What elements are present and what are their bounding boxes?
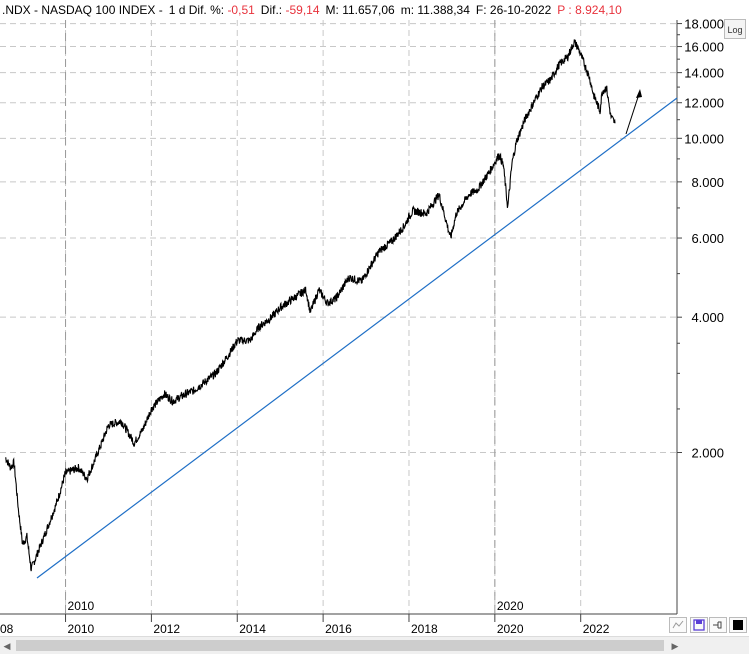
y-tick-label: 16.000 <box>684 40 724 55</box>
min-value: 11.388,34 <box>417 3 470 17</box>
trendline[interactable] <box>36 97 678 579</box>
year-marker-label: 2020 <box>497 599 524 613</box>
year-markers: 2010 2020 <box>65 20 524 614</box>
year-marker-label: 2010 <box>68 599 95 613</box>
y-tick-label: 18.000 <box>684 17 724 32</box>
chart-header: .NDX - NASDAQ 100 INDEX - 1 d Dif. %: -0,… <box>0 0 682 20</box>
x-tick-label: 2016 <box>325 622 352 636</box>
x-tick-label: 2014 <box>239 622 266 636</box>
y-tick-label: 14.000 <box>684 66 724 81</box>
projection-arrow-head <box>636 89 642 98</box>
color-square-icon[interactable] <box>729 617 747 633</box>
save-icon[interactable] <box>690 617 708 633</box>
price-line <box>5 39 616 572</box>
date-value: 26-10-2022 <box>489 3 552 17</box>
period-label: 1 d <box>168 3 186 17</box>
x-tick-label: 2018 <box>411 622 438 636</box>
y-axis: 2.000 4.000 6.000 8.000 10.000 12.000 14.000 16… <box>677 17 724 461</box>
x-tick-label: 2010 <box>68 622 95 636</box>
x-tick-label: 2020 <box>497 622 524 636</box>
max-value: 11.657,06 <box>342 3 395 17</box>
y-tick-label: 10.000 <box>684 131 724 146</box>
dif-pct-value: -0,51 <box>227 3 255 17</box>
y-tick-label: 4.000 <box>691 310 724 325</box>
y-tick-label: 8.000 <box>691 175 724 190</box>
x-tick-label: 08 <box>0 622 14 636</box>
projection-arrow-shaft <box>625 90 641 135</box>
pin-icon[interactable] <box>709 617 727 633</box>
dif-pct-label: Dif. %: <box>188 3 225 17</box>
scroll-right-arrow-icon[interactable]: ▶ <box>671 641 679 651</box>
y-tick-label: 2.000 <box>691 446 724 461</box>
y-tick-label: 12.000 <box>684 96 724 111</box>
p-value: 8.924,10 <box>575 3 622 17</box>
x-tick-label: 2012 <box>153 622 180 636</box>
max-label: M: <box>325 3 339 17</box>
x-tick-label: 2022 <box>583 622 610 636</box>
projection-arrow[interactable] <box>625 89 642 135</box>
chart-settings-icon[interactable] <box>669 617 687 633</box>
p-label: P : <box>557 3 572 17</box>
min-label: m: <box>400 3 415 17</box>
date-label: F: <box>475 3 487 17</box>
symbol-label: .NDX - NASDAQ 100 INDEX - <box>2 3 163 17</box>
x-axis: 08 2010 2012 2014 2016 2018 2020 2022 <box>0 614 610 636</box>
scrollbar-thumb[interactable] <box>16 640 664 651</box>
dif-label: Dif.: <box>260 3 283 17</box>
log-scale-toggle[interactable]: Log <box>724 19 746 39</box>
y-tick-label: 6.000 <box>691 231 724 246</box>
grid <box>0 20 677 614</box>
dif-value: -59,14 <box>285 3 320 17</box>
scroll-left-arrow-icon[interactable]: ◀ <box>3 641 11 651</box>
